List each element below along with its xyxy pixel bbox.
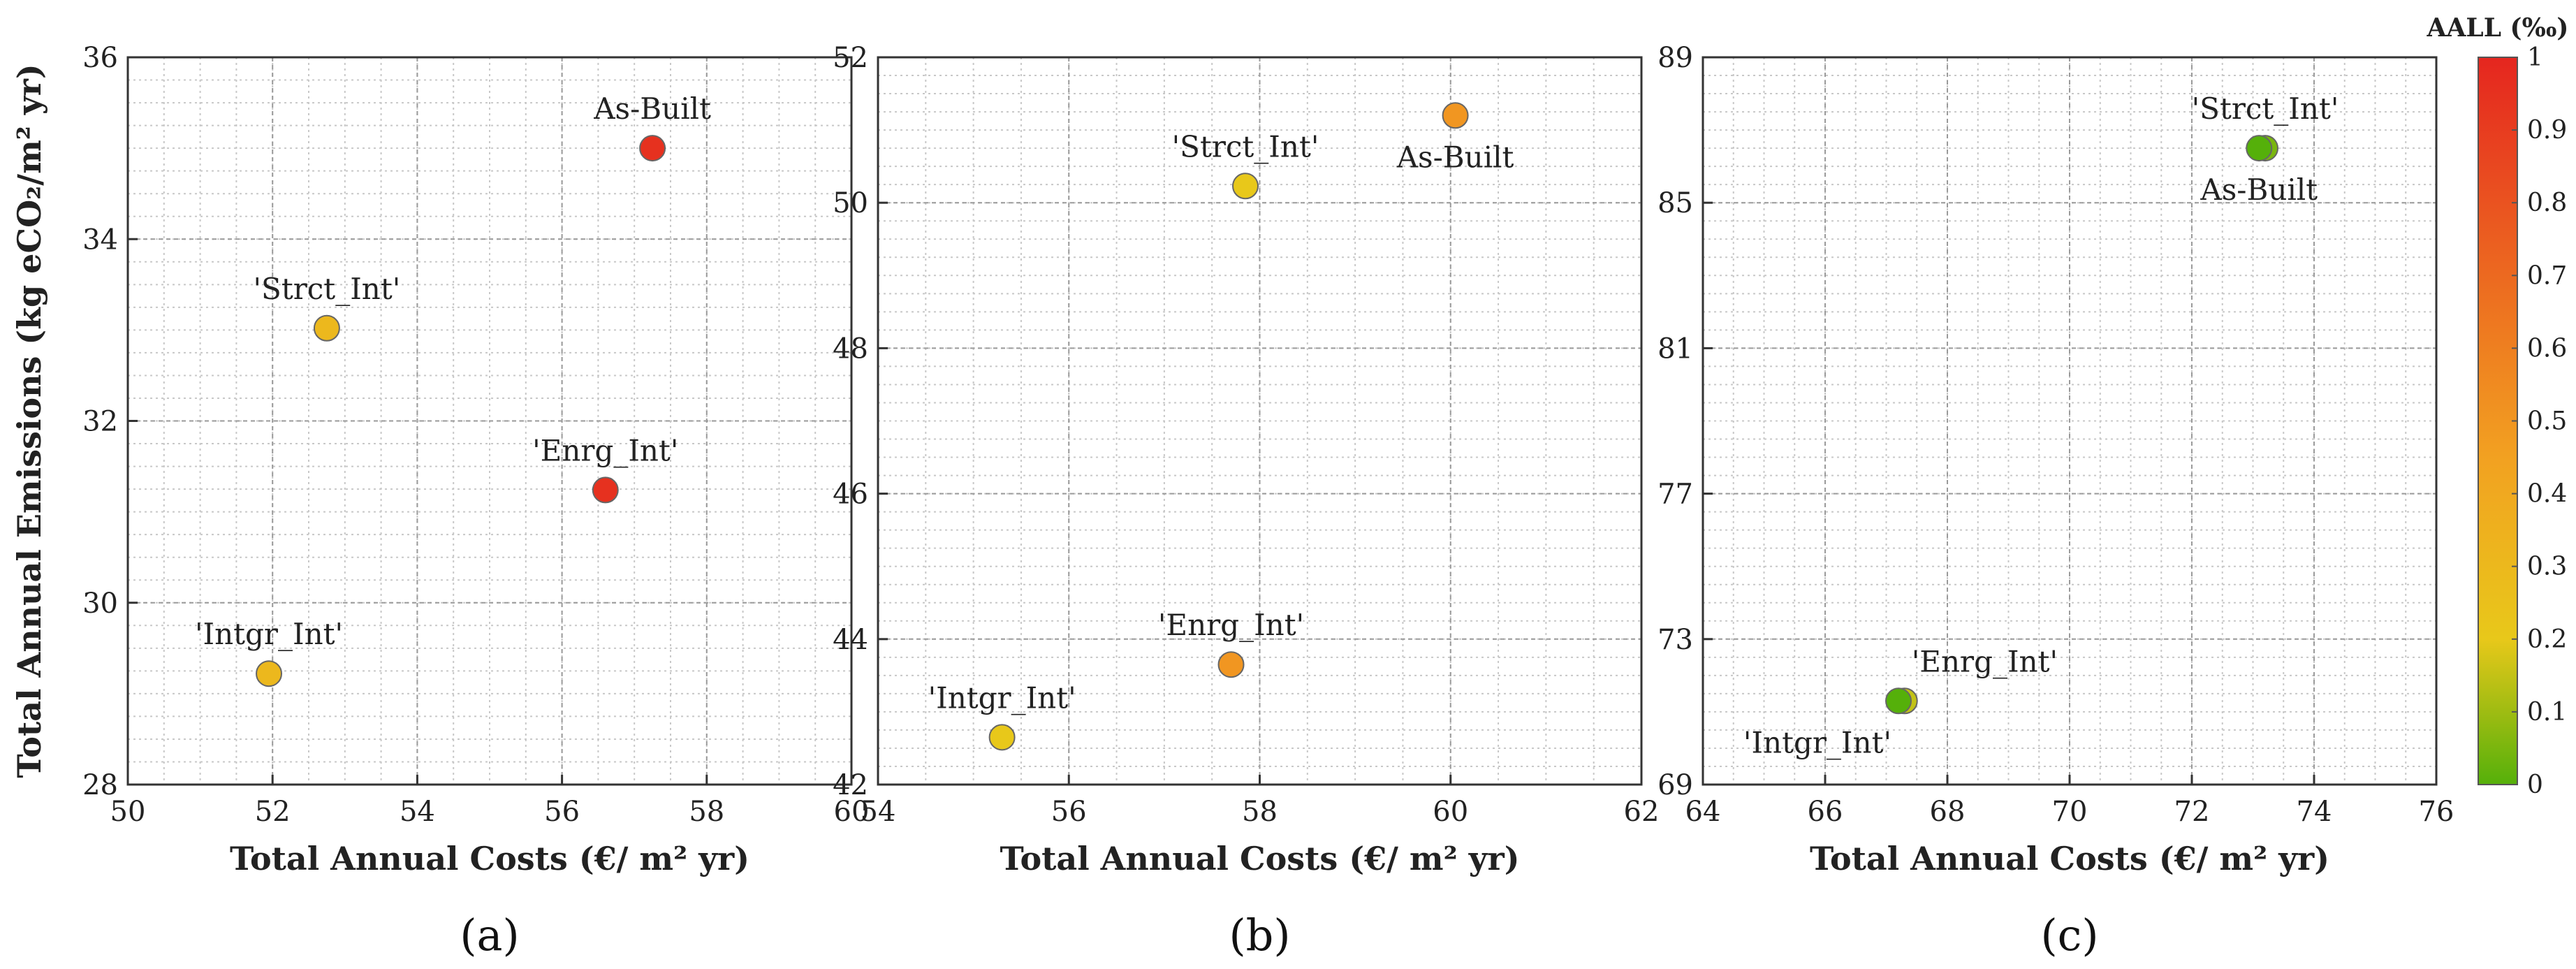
data-point [1217, 651, 1245, 678]
x-tick-label: 72 [2174, 796, 2210, 828]
panel-label: (a) [460, 910, 519, 961]
x-tick-label: 56 [544, 796, 580, 828]
x-tick-label: 58 [1242, 796, 1278, 828]
colorbar-tick-label: 0 [2527, 771, 2543, 799]
data-point [313, 314, 340, 342]
data-point [988, 724, 1016, 751]
y-axis-label: Total Annual Emissions (kg eCO₂/m² yr) [10, 64, 48, 778]
colorbar-tick-label: 0.5 [2527, 407, 2567, 436]
colorbar-tick-label: 0.7 [2527, 261, 2567, 290]
y-tick-label: 32 [82, 406, 118, 438]
point-label: 'Strct_Int' [254, 272, 401, 306]
point-label: 'Enrg_Int' [1912, 644, 2058, 678]
colorbar-title: AALL (‰) [2427, 13, 2569, 43]
colorbar-tick-label: 0.9 [2527, 116, 2567, 145]
x-tick-label: 52 [255, 796, 291, 828]
y-tick-label: 34 [82, 224, 118, 256]
data-point [2246, 135, 2273, 162]
point-label: 'Enrg_Int' [532, 433, 678, 467]
data-point [592, 476, 619, 504]
x-tick-label: 70 [2052, 796, 2088, 828]
y-tick-label: 30 [82, 588, 118, 620]
data-point [256, 660, 283, 687]
colorbar: AALL (‰) 0 0.1 0.2 0.3 0.4 0.5 0.6 0.7 0.8 0.9 1 [2427, 13, 2569, 799]
colorbar-tick-label: 0.1 [2527, 698, 2567, 727]
point-label: 'Intgr_Int' [195, 617, 343, 651]
x-tick-label: 68 [1930, 796, 1966, 828]
y-tick-label: 89 [1657, 42, 1693, 74]
colorbar-tick-label: 0.3 [2527, 553, 2567, 581]
x-tick-label: 56 [1051, 796, 1087, 828]
x-tick-label: 54 [861, 796, 896, 828]
panel-label: (b) [1229, 910, 1290, 961]
point-label: 'Strct_Int' [1172, 129, 1319, 163]
x-tick-label: 60 [1433, 796, 1468, 828]
x-axis-label: Total Annual Costs (€/ m² yr) [230, 840, 749, 877]
y-tick-label: 52 [833, 42, 868, 74]
y-tick-label: 36 [82, 42, 118, 74]
colorbar-tick-label: 0.2 [2527, 625, 2567, 654]
chart-panel-c: 64 66 68 70 72 74 76 69 73 77 81 85 89 Total Annual C… [1657, 42, 2454, 961]
colorbar-tick-label: 0.8 [2527, 189, 2567, 217]
chart-panel-a: 50 52 54 56 58 60 28 30 32 34 36 Total Annual Costs… [10, 42, 869, 961]
colorbar-tick-label: 0.4 [2527, 480, 2567, 509]
point-label: As-Built [593, 92, 711, 126]
x-tick-label: 76 [2419, 796, 2454, 828]
data-point [639, 135, 666, 162]
point-label: As-Built [2200, 173, 2318, 207]
colorbar-gradient [2478, 57, 2518, 785]
point-label: 'Enrg_Int' [1158, 608, 1304, 642]
x-tick-label: 66 [1808, 796, 1843, 828]
x-tick-label: 54 [400, 796, 435, 828]
x-axis-label: Total Annual Costs (€/ m² yr) [1810, 840, 2329, 877]
point-label: 'Intgr_Int' [928, 680, 1076, 715]
x-tick-label: 74 [2297, 796, 2332, 828]
data-point [1885, 687, 1912, 715]
y-tick-label: 50 [833, 187, 868, 219]
colorbar-tick-label: 0.6 [2527, 334, 2567, 363]
y-tick-label: 46 [833, 479, 868, 511]
point-label: 'Strct_Int' [2192, 92, 2339, 126]
x-axis-label: Total Annual Costs (€/ m² yr) [1000, 840, 1520, 877]
y-tick-label: 48 [833, 333, 868, 365]
y-tick-label: 42 [833, 769, 868, 801]
y-tick-label: 28 [82, 769, 118, 801]
x-tick-label: 60 [834, 796, 870, 828]
y-tick-label: 81 [1657, 333, 1693, 365]
y-tick-label: 77 [1657, 479, 1693, 511]
y-tick-label: 73 [1657, 624, 1693, 656]
data-point [1232, 173, 1259, 200]
point-label: 'Intgr_Int' [1743, 725, 1891, 759]
point-label: As-Built [1396, 140, 1514, 174]
x-tick-label: 50 [110, 796, 146, 828]
x-tick-label: 58 [689, 796, 724, 828]
x-tick-label: 64 [1685, 796, 1721, 828]
panel-label: (c) [2040, 910, 2098, 961]
colorbar-tick-label: 1 [2527, 43, 2543, 72]
chart-panel-b: 54 56 58 60 62 42 44 46 48 50 52 Total Annual Costs… [833, 42, 1659, 961]
y-tick-label: 85 [1657, 187, 1693, 219]
y-tick-label: 44 [833, 624, 868, 656]
data-point [1442, 102, 1469, 129]
x-tick-label: 62 [1624, 796, 1660, 828]
y-tick-label: 69 [1657, 769, 1693, 801]
